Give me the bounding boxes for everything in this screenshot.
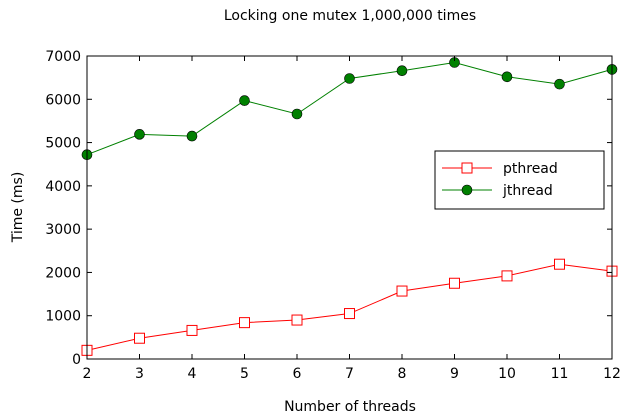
data-point-jthread: [554, 78, 565, 90]
x-tick-label: 8: [398, 366, 407, 382]
y-tick-label: 5000: [45, 136, 81, 152]
x-axis-label: Number of threads: [284, 399, 416, 415]
data-point-pthread: [291, 314, 303, 326]
y-tick-label: 0: [72, 352, 81, 368]
x-tick-label: 11: [551, 366, 569, 382]
data-point-pthread: [396, 285, 408, 297]
y-tick-label: 3000: [45, 222, 81, 238]
data-point-jthread: [134, 129, 145, 140]
y-axis-label: Time (ms): [10, 172, 26, 244]
y-tick-label: 4000: [45, 179, 81, 195]
y-tick-label: 7000: [45, 49, 81, 65]
data-point-pthread: [134, 332, 145, 344]
y-tick-label: 6000: [45, 92, 81, 108]
x-tick-label: 10: [498, 366, 516, 382]
x-tick-label: 5: [240, 366, 249, 382]
x-tick-label: 2: [83, 366, 92, 382]
data-point-jthread: [239, 95, 250, 106]
x-tick-label: 3: [135, 366, 144, 382]
data-point-pthread: [344, 308, 355, 320]
x-tick-label: 12: [603, 366, 621, 382]
series-line-pthread: [86, 263, 613, 351]
legend-marker-pthread: [461, 162, 473, 174]
chart-title: Locking one mutex 1,000,000 times: [224, 8, 476, 24]
data-point-pthread: [449, 277, 460, 289]
series-pthread: [81, 258, 618, 356]
x-tick-label: 6: [293, 366, 302, 382]
y-tick-label: 1000: [45, 309, 81, 325]
legend-label-jthread: jthread: [502, 183, 553, 199]
y-tick-label: 2000: [45, 265, 81, 281]
legend: pthread jthread: [434, 150, 605, 210]
legend-box: [434, 150, 605, 210]
data-point-jthread: [396, 65, 408, 77]
legend-label-pthread: pthread: [503, 161, 558, 177]
data-point-jthread: [186, 130, 198, 142]
legend-marker-jthread: [461, 184, 473, 196]
data-point-jthread: [291, 108, 303, 120]
data-point-pthread: [186, 324, 198, 336]
series-jthread: [81, 57, 618, 160]
data-point-pthread: [239, 317, 250, 329]
x-tick-label: 4: [188, 366, 197, 382]
axis-ticks: 2 3 4 5 6 7 8 9 10 11 12 0 1000 2000 3000 4000 5000 6000 7…: [45, 49, 621, 382]
x-tick-label: 9: [450, 366, 459, 382]
data-point-jthread: [344, 73, 355, 84]
data-point-pthread: [501, 270, 513, 282]
data-point-jthread: [501, 71, 513, 83]
data-point-pthread: [554, 258, 565, 270]
x-tick-label: 7: [345, 366, 354, 382]
